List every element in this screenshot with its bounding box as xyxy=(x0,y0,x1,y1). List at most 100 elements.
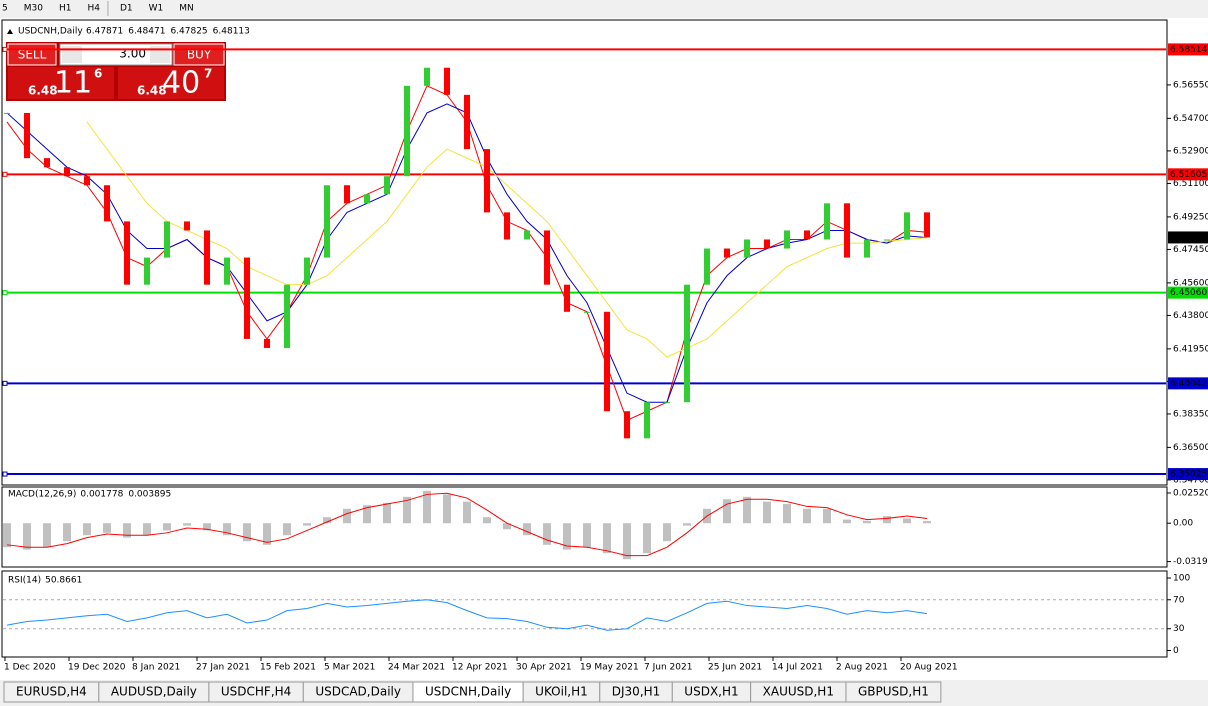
candle xyxy=(384,176,390,195)
tab[interactable]: XAUUSD,H1 xyxy=(750,681,847,703)
candle xyxy=(504,212,510,240)
macd-bar xyxy=(523,523,531,536)
x-tick-label: 19 May 2021 xyxy=(580,663,639,673)
ohlc-value: 6.47871 xyxy=(86,27,123,37)
macd-value: 0.001778 xyxy=(80,490,123,500)
x-tick-label: 2 Aug 2021 xyxy=(836,663,888,673)
macd-bar xyxy=(683,523,691,526)
tab[interactable]: USDCNH,Daily xyxy=(412,681,524,703)
timeframe-button[interactable]: W1 xyxy=(149,4,164,14)
timeframe-button[interactable]: H1 xyxy=(59,4,72,14)
buy-point: 7 xyxy=(204,67,212,81)
timeframe-button[interactable]: M30 xyxy=(24,4,43,14)
macd-bar xyxy=(583,523,591,548)
macd-bar xyxy=(723,499,731,524)
rsi-line xyxy=(6,599,928,631)
timeframe-button[interactable]: H4 xyxy=(87,4,100,14)
candle xyxy=(804,230,810,240)
candle xyxy=(564,284,570,312)
candle xyxy=(624,411,630,439)
collapse-icon[interactable] xyxy=(7,29,13,34)
candle xyxy=(744,239,750,258)
x-tick-label: 24 Mar 2021 xyxy=(388,663,445,673)
rsi-title: RSI(14) xyxy=(8,576,41,586)
macd-panel xyxy=(1,486,1168,568)
toolbar xyxy=(0,0,1208,18)
level-handle xyxy=(2,290,8,296)
candle xyxy=(644,402,650,439)
tab-bg xyxy=(845,681,942,703)
y-tick-label: 0.025209 xyxy=(1173,488,1208,498)
y-tick-label: 0.00 xyxy=(1173,519,1193,529)
y-tick-label: 6.56550 xyxy=(1173,80,1208,90)
moving-average xyxy=(86,121,928,358)
macd-bar xyxy=(483,517,491,524)
y-tick-label: -0.031994 xyxy=(1173,557,1208,567)
timeframe-button[interactable]: 5 xyxy=(2,4,8,14)
rsi-value: 50.8661 xyxy=(45,576,82,586)
candle xyxy=(344,185,350,204)
level-label: 6.35025 xyxy=(1170,470,1207,480)
macd-bar xyxy=(223,523,231,536)
macd-bar xyxy=(83,523,91,536)
candle xyxy=(204,230,210,285)
sell-point: 6 xyxy=(94,67,102,81)
macd-bar xyxy=(823,508,831,524)
level-tag xyxy=(1168,286,1208,299)
macd-bar xyxy=(263,523,271,545)
x-tick-label: 15 Feb 2021 xyxy=(260,663,316,673)
tab[interactable]: DJ30,H1 xyxy=(599,681,673,703)
candle xyxy=(64,167,70,177)
macd-bar xyxy=(343,508,351,524)
macd-bar xyxy=(163,523,171,531)
signal-line xyxy=(6,492,928,557)
tab-label: XAUUSD,H1 xyxy=(763,685,834,699)
macd-title: MACD(12,26,9) xyxy=(8,490,76,500)
candle xyxy=(544,230,550,285)
buy-label: BUY xyxy=(187,48,212,62)
y-tick-label: 6.36500 xyxy=(1173,443,1208,453)
candle xyxy=(664,402,670,404)
candle xyxy=(4,112,10,114)
macd-bar xyxy=(623,523,631,560)
tab[interactable]: USDX,H1 xyxy=(671,681,752,703)
macd-bar xyxy=(783,504,791,524)
macd-bar xyxy=(103,523,111,533)
sell-label: SELL xyxy=(18,48,47,62)
candle xyxy=(924,212,930,238)
last-price-tag xyxy=(1168,231,1208,244)
tab[interactable]: USDCHF,H4 xyxy=(208,681,304,703)
tab-label: UKOil,H1 xyxy=(535,685,588,699)
tab[interactable]: EURUSD,H4 xyxy=(3,681,100,703)
buy-price-box[interactable] xyxy=(118,67,224,99)
tab[interactable]: UKOil,H1 xyxy=(522,681,601,703)
macd-bar xyxy=(283,523,291,536)
candle xyxy=(324,185,330,258)
macd-bar xyxy=(383,502,391,524)
macd-bar xyxy=(423,490,431,524)
macd-bar xyxy=(543,523,551,545)
candle xyxy=(424,67,430,86)
candle xyxy=(484,149,490,213)
level-handle xyxy=(2,380,8,386)
y-tick-label: 6.34700 xyxy=(1173,475,1208,485)
tab-label: USDX,H1 xyxy=(684,685,738,699)
tab[interactable]: USDCAD,Daily xyxy=(302,681,414,703)
timeframe-button[interactable]: MN xyxy=(179,4,194,14)
tab[interactable]: GBPUSD,H1 xyxy=(845,681,942,703)
macd-bar xyxy=(643,523,651,554)
level-label: 6.45060 xyxy=(1170,288,1207,298)
candle xyxy=(404,85,410,177)
y-tick-label: 30 xyxy=(1173,624,1185,634)
last-price: 6.48113 xyxy=(1170,233,1207,243)
y-tick-label: 100 xyxy=(1173,574,1190,584)
timeframe-button[interactable]: D1 xyxy=(120,4,133,14)
candle xyxy=(24,112,30,159)
sell-price-box[interactable] xyxy=(8,67,114,99)
level-tag xyxy=(1168,43,1208,56)
y-tick-label: 6.52900 xyxy=(1173,146,1208,156)
tab-label: DJ30,H1 xyxy=(612,685,661,699)
tab[interactable]: AUDUSD,Daily xyxy=(98,681,210,703)
candle xyxy=(784,230,790,249)
